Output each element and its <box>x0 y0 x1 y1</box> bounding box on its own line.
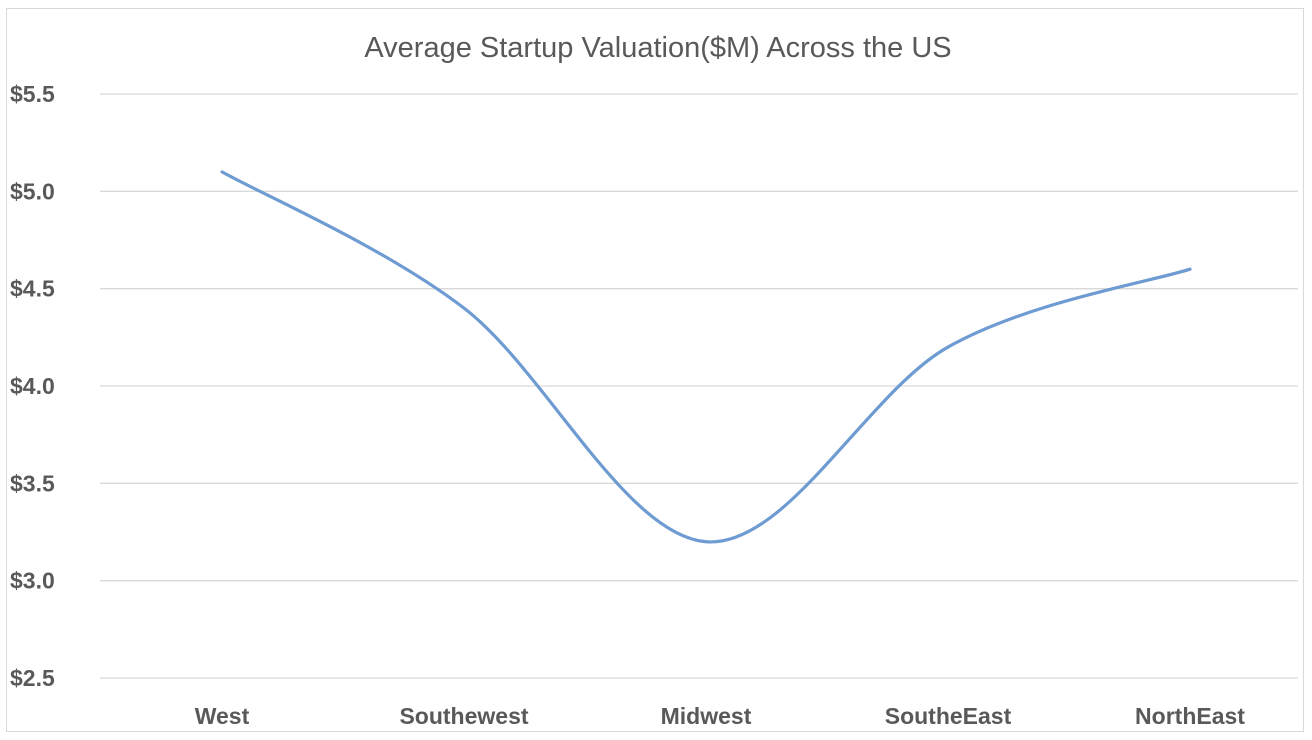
series-line <box>220 170 1192 544</box>
gridlines <box>100 93 1298 679</box>
x-tick-label: SoutheEast <box>885 703 1012 729</box>
x-tick-label: West <box>195 703 250 729</box>
chart-title: Average Startup Valuation($M) Across the… <box>364 32 951 64</box>
x-tick-label: Midwest <box>661 703 752 729</box>
y-tick-label: $2.5 <box>10 665 55 691</box>
y-tick-label: $5.0 <box>10 178 55 204</box>
y-tick-label: $4.0 <box>10 373 55 399</box>
chart-frame <box>6 8 1304 732</box>
x-tick-label: NorthEast <box>1135 703 1245 729</box>
x-axis-ticks: West Southewest Midwest SoutheEast NorthEast <box>195 703 1246 729</box>
y-tick-label: $3.0 <box>10 568 55 594</box>
y-axis-ticks: $2.5 $3.0 $3.5 $4.0 $4.5 $5.0 $5.5 <box>10 81 55 691</box>
y-tick-label: $4.5 <box>10 276 55 302</box>
series-layer <box>220 170 1192 544</box>
y-tick-label: $5.5 <box>10 81 55 107</box>
x-tick-label: Southewest <box>399 703 528 729</box>
y-tick-label: $3.5 <box>10 470 55 496</box>
